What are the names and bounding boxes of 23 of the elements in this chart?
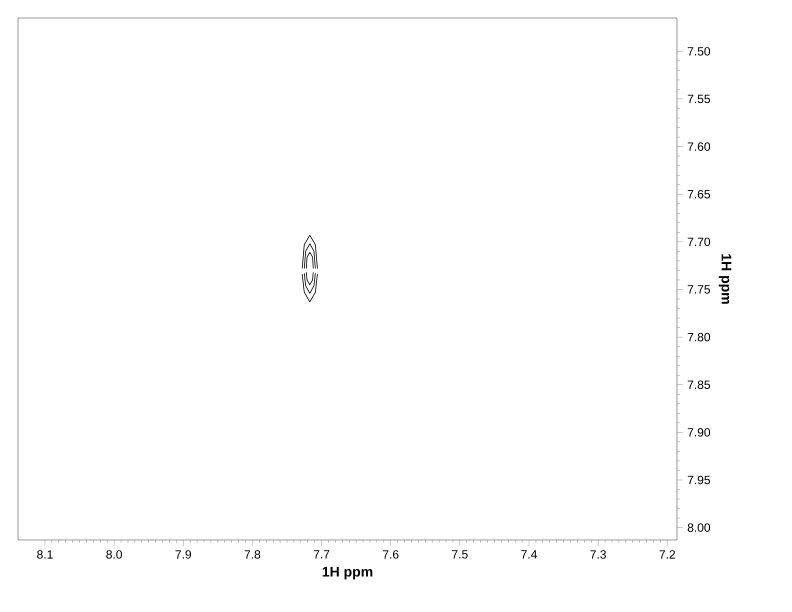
x-tick-label: 8.1	[37, 550, 53, 559]
x-tick-label: 7.4	[521, 550, 537, 558]
y-tick-label: 7.50	[688, 47, 710, 56]
y-tick-label: 7.90	[688, 428, 710, 437]
y-tick-label: 7.65	[688, 190, 710, 198]
x-axis-title: 1H ppm	[322, 566, 372, 580]
y-tick-label: 7.80	[688, 332, 710, 342]
y-tick-label: 7.60	[688, 142, 710, 151]
x-tick-label: 7.2	[660, 550, 676, 559]
x-tick-label: 7.3	[590, 550, 606, 559]
y-tick-label: 7.85	[688, 380, 710, 389]
x-tick-label: 7.5	[452, 550, 468, 559]
y-tick-label: 7.70	[688, 238, 710, 246]
y-axis-title: 1H ppm	[718, 254, 732, 304]
x-tick-label: 7.8	[244, 550, 260, 559]
x-tick-label: 7.6	[382, 550, 399, 559]
x-tick-label: 7.9	[176, 550, 192, 559]
x-tick-label: 8.0	[106, 550, 122, 559]
y-tick-label: 8.00	[688, 523, 710, 532]
x-tick-label: 7.7	[314, 550, 330, 558]
y-tick-label: 7.55	[688, 94, 710, 104]
y-tick-label: 7.75	[688, 285, 710, 294]
y-tick-label: 7.95	[688, 476, 710, 484]
